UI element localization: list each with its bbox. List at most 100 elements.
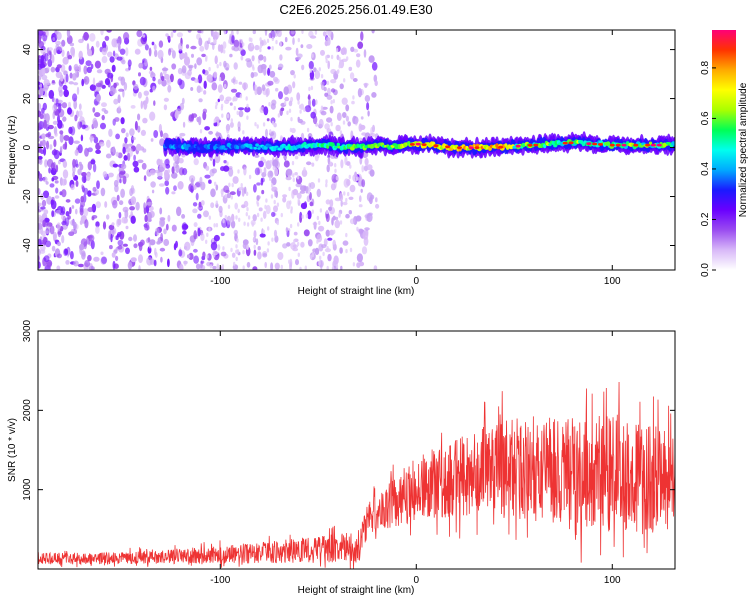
noise-blob <box>307 94 311 100</box>
noise-blob <box>172 153 178 162</box>
noise-blob <box>345 232 348 238</box>
noise-blob <box>154 169 161 174</box>
figure-title: C2E6.2025.256.01.49.E30 <box>279 2 432 17</box>
colorbar-tick-label: 0.2 <box>700 212 711 226</box>
noise-blob <box>193 230 197 240</box>
noise-blob <box>144 44 149 51</box>
noise-blob <box>80 200 85 208</box>
spectrogram-x-tick-label: -100 <box>210 276 230 287</box>
noise-blob <box>352 95 355 100</box>
noise-blob <box>88 265 95 270</box>
noise-blob <box>106 139 111 148</box>
snr-plot-area <box>38 331 675 569</box>
noise-blob <box>193 248 198 253</box>
noise-blob <box>370 194 375 200</box>
noise-blob <box>42 190 50 199</box>
noise-blob <box>179 263 184 270</box>
noise-blob <box>51 53 55 63</box>
noise-blob <box>115 235 119 241</box>
noise-blob <box>363 49 367 58</box>
noise-blob <box>353 48 359 53</box>
noise-blob <box>291 160 295 166</box>
noise-blob <box>245 191 249 196</box>
noise-blob <box>211 82 218 91</box>
noise-blob <box>318 243 324 252</box>
noise-blob <box>293 239 296 244</box>
noise-blob <box>142 34 146 38</box>
noise-blob <box>246 245 249 250</box>
noise-blob <box>78 50 83 60</box>
noise-blob <box>240 39 243 44</box>
noise-blob <box>318 118 324 128</box>
trace-peak <box>515 144 521 148</box>
noise-blob <box>116 194 120 202</box>
spectrogram-plot-area <box>38 30 675 270</box>
noise-blob <box>316 74 319 79</box>
noise-blob <box>227 204 231 209</box>
noise-blob <box>61 49 65 57</box>
noise-blob <box>286 242 291 247</box>
noise-blob <box>83 241 87 250</box>
noise-blob <box>349 218 356 225</box>
noise-blob <box>261 189 265 195</box>
noise-blob <box>269 176 272 182</box>
noise-blob <box>333 229 336 234</box>
noise-blob <box>76 86 80 95</box>
noise-blob <box>334 163 337 168</box>
noise-blob <box>102 221 107 230</box>
noise-blob <box>294 172 298 176</box>
noise-blob <box>208 179 212 184</box>
noise-blob <box>66 30 71 38</box>
noise-blob <box>221 264 225 269</box>
noise-blob <box>212 43 215 50</box>
noise-blob <box>112 199 118 209</box>
noise-blob <box>306 161 312 166</box>
noise-blob <box>192 208 198 214</box>
noise-blob <box>177 67 183 75</box>
noise-blob <box>150 71 154 75</box>
noise-blob <box>177 181 184 190</box>
noise-blob <box>350 46 355 52</box>
noise-blob <box>83 187 89 195</box>
noise-blob <box>62 169 69 179</box>
noise-blob <box>51 210 55 218</box>
noise-blob <box>213 253 216 258</box>
noise-blob <box>303 167 306 172</box>
noise-blob <box>87 190 92 197</box>
noise-blob <box>182 223 189 230</box>
noise-blob <box>298 104 302 109</box>
trace-peak <box>468 146 474 149</box>
noise-blob <box>286 110 289 116</box>
noise-blob <box>309 192 312 201</box>
noise-blob <box>169 73 174 83</box>
noise-blob <box>273 122 277 128</box>
colorbar-tick-label: 0.6 <box>700 111 711 125</box>
noise-blob <box>102 171 108 178</box>
noise-blob <box>246 222 250 227</box>
noise-blob <box>56 265 61 270</box>
noise-blob <box>349 164 352 169</box>
noise-blob <box>96 180 100 190</box>
noise-blob <box>111 38 117 48</box>
noise-blob <box>300 44 304 49</box>
noise-blob <box>168 48 172 56</box>
noise-blob <box>148 47 152 57</box>
noise-blob <box>81 174 87 184</box>
noise-blob <box>165 223 169 231</box>
noise-blob <box>68 81 74 85</box>
noise-blob <box>41 67 46 76</box>
noise-blob <box>159 247 166 252</box>
noise-blob <box>199 129 203 134</box>
noise-blob <box>217 98 220 103</box>
noise-blob <box>230 118 233 123</box>
noise-blob <box>235 256 238 262</box>
noise-blob <box>271 99 277 106</box>
noise-blob <box>296 92 301 101</box>
noise-blob <box>77 263 84 268</box>
noise-blob <box>299 109 302 114</box>
noise-blob <box>241 204 246 209</box>
snr-y-tick-label: 1000 <box>22 478 33 501</box>
noise-blob <box>309 201 314 207</box>
noise-blob <box>39 113 44 120</box>
noise-blob <box>93 136 99 144</box>
